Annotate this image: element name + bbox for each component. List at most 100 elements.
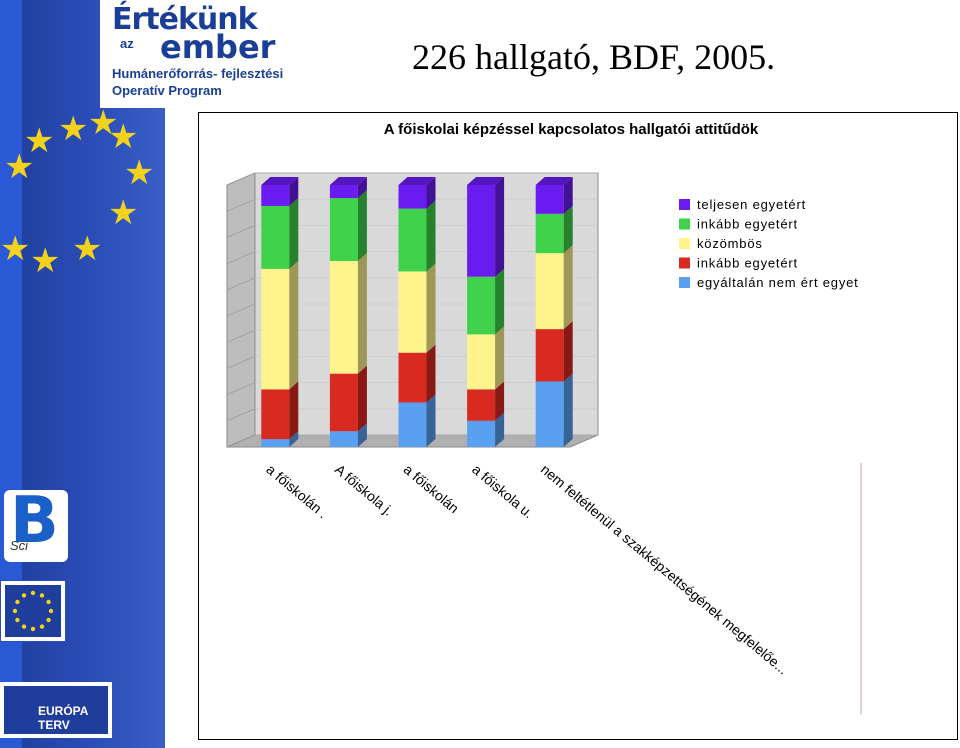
bar-segment xyxy=(398,263,436,353)
bar-segment-side xyxy=(495,177,505,277)
bar-segment-front xyxy=(535,381,564,447)
bar-segment xyxy=(261,197,299,269)
bar-segment-front xyxy=(398,352,427,403)
bar-segment-top xyxy=(467,177,505,185)
bar-segment-side xyxy=(357,423,367,447)
bar-segment-side xyxy=(495,412,505,447)
bar-segment xyxy=(329,423,367,447)
eu-flag-star-icon xyxy=(30,626,36,632)
bar-segment xyxy=(329,252,367,374)
bar-segment-side xyxy=(357,365,367,432)
eu-star-icon: ★ xyxy=(124,154,155,192)
program-logo: Értékünk az ember Humánerőforrás- fejles… xyxy=(100,0,315,108)
bar-segment-front xyxy=(535,185,564,214)
chart-frame: A főiskolai képzéssel kapcsolatos hallga… xyxy=(198,112,958,740)
gridline-side xyxy=(226,356,256,369)
bar-segment xyxy=(261,431,299,447)
eu-star-icon: ★ xyxy=(0,230,31,268)
bar-segment-side xyxy=(563,321,573,382)
eu-flag-star-icon xyxy=(21,593,27,598)
legend-swatch xyxy=(679,277,690,288)
bar-segment-front xyxy=(261,439,290,447)
bar-segment-top xyxy=(535,177,573,185)
legend-swatch xyxy=(679,238,690,249)
bar-segment-top xyxy=(398,177,436,185)
europa-terv-text: EURÓPA TERV xyxy=(38,704,89,732)
bar-segment-front xyxy=(467,185,496,277)
bar-segment-side xyxy=(289,431,299,447)
legend-label: inkább egyetért xyxy=(697,256,798,271)
bar-segment-front xyxy=(467,420,496,447)
eu-flag-star-icon xyxy=(39,624,45,629)
bar-segment-side xyxy=(563,177,573,214)
eu-stars-icon xyxy=(12,590,54,632)
bar-segment xyxy=(398,177,436,209)
eu-star-icon: ★ xyxy=(30,242,61,280)
bar-segment-front xyxy=(261,205,290,269)
bar-segment xyxy=(535,321,573,382)
europa-terv-logo: EURÓPA TERV xyxy=(0,682,112,738)
slide-title: 226 hallgató, BDF, 2005. xyxy=(412,37,776,77)
eu-flag-star-icon xyxy=(15,599,20,605)
bar-segment xyxy=(467,326,505,390)
bar-segment-front xyxy=(535,253,564,330)
bar-segment xyxy=(261,381,299,440)
bar-segment xyxy=(467,412,505,447)
gridline-side xyxy=(226,408,256,422)
legend-swatch xyxy=(679,199,690,210)
gridline-side xyxy=(226,329,256,343)
bar-segment-front xyxy=(398,208,427,272)
bar-segment xyxy=(398,344,436,403)
bar-segment-side xyxy=(495,326,505,390)
legend-label: teljesen egyetért xyxy=(697,197,806,212)
eu-flag-logo xyxy=(0,580,66,642)
eu-flag-star-icon xyxy=(46,599,51,605)
bar-segment-side xyxy=(495,268,505,335)
bar-segment-front xyxy=(398,271,427,353)
bar-segment xyxy=(467,177,505,277)
logo-line1: Értékünk xyxy=(112,2,258,37)
eu-star-icon: ★ xyxy=(88,104,119,142)
bar-segment xyxy=(535,177,573,214)
bar-segment-side xyxy=(426,200,436,272)
bar-segment xyxy=(535,245,573,330)
gridline-side xyxy=(226,434,256,448)
eu-flag-star-icon xyxy=(39,593,45,598)
gridline-side xyxy=(226,251,256,264)
logo-line4: Humánerőforrás- fejlesztési xyxy=(112,66,284,81)
bar-segment-top xyxy=(329,177,367,185)
bar-segment-side xyxy=(357,190,367,261)
category-label: a főiskola u. xyxy=(469,461,537,521)
bar-segment-front xyxy=(467,276,496,335)
chart-title: A főiskolai képzéssel kapcsolatos hallga… xyxy=(384,121,759,138)
legend-label: inkább egyetért xyxy=(697,217,798,232)
category-label: a főiskolán . xyxy=(263,461,331,521)
bar-segment-front xyxy=(329,431,358,447)
bar-segment xyxy=(535,373,573,447)
stacked-bar-chart: A főiskolai képzéssel kapcsolatos hallga… xyxy=(226,121,862,715)
bar-segment xyxy=(261,177,299,206)
bar-segment-side xyxy=(495,381,505,421)
bar-segment-front xyxy=(329,198,358,261)
bar-segment xyxy=(398,200,436,272)
bar-segment-side xyxy=(563,205,573,254)
eu-flag-star-icon xyxy=(21,624,27,629)
category-label: A főiskola j. xyxy=(332,461,397,519)
eu-star-icon: ★ xyxy=(108,118,139,156)
eu-flag-star-icon xyxy=(15,617,20,623)
gridline-side xyxy=(226,198,256,212)
bar-segment-side xyxy=(289,177,299,206)
gridline-side xyxy=(226,277,256,291)
legend-label: egyáltalán nem ért egyet xyxy=(697,275,859,290)
bar-segment-side xyxy=(289,381,299,440)
bsci-letter: B xyxy=(10,484,59,558)
eu-star-icon: ★ xyxy=(4,148,35,186)
eu-flag-field xyxy=(5,585,61,637)
legend-label: közömbös xyxy=(697,236,763,251)
bar-segment xyxy=(261,260,299,390)
bar-segment-front xyxy=(398,185,427,209)
bar-segment-front xyxy=(261,185,290,206)
bar-segment-front xyxy=(467,334,496,390)
bar-segment xyxy=(329,365,367,432)
gridline-side xyxy=(226,382,256,395)
